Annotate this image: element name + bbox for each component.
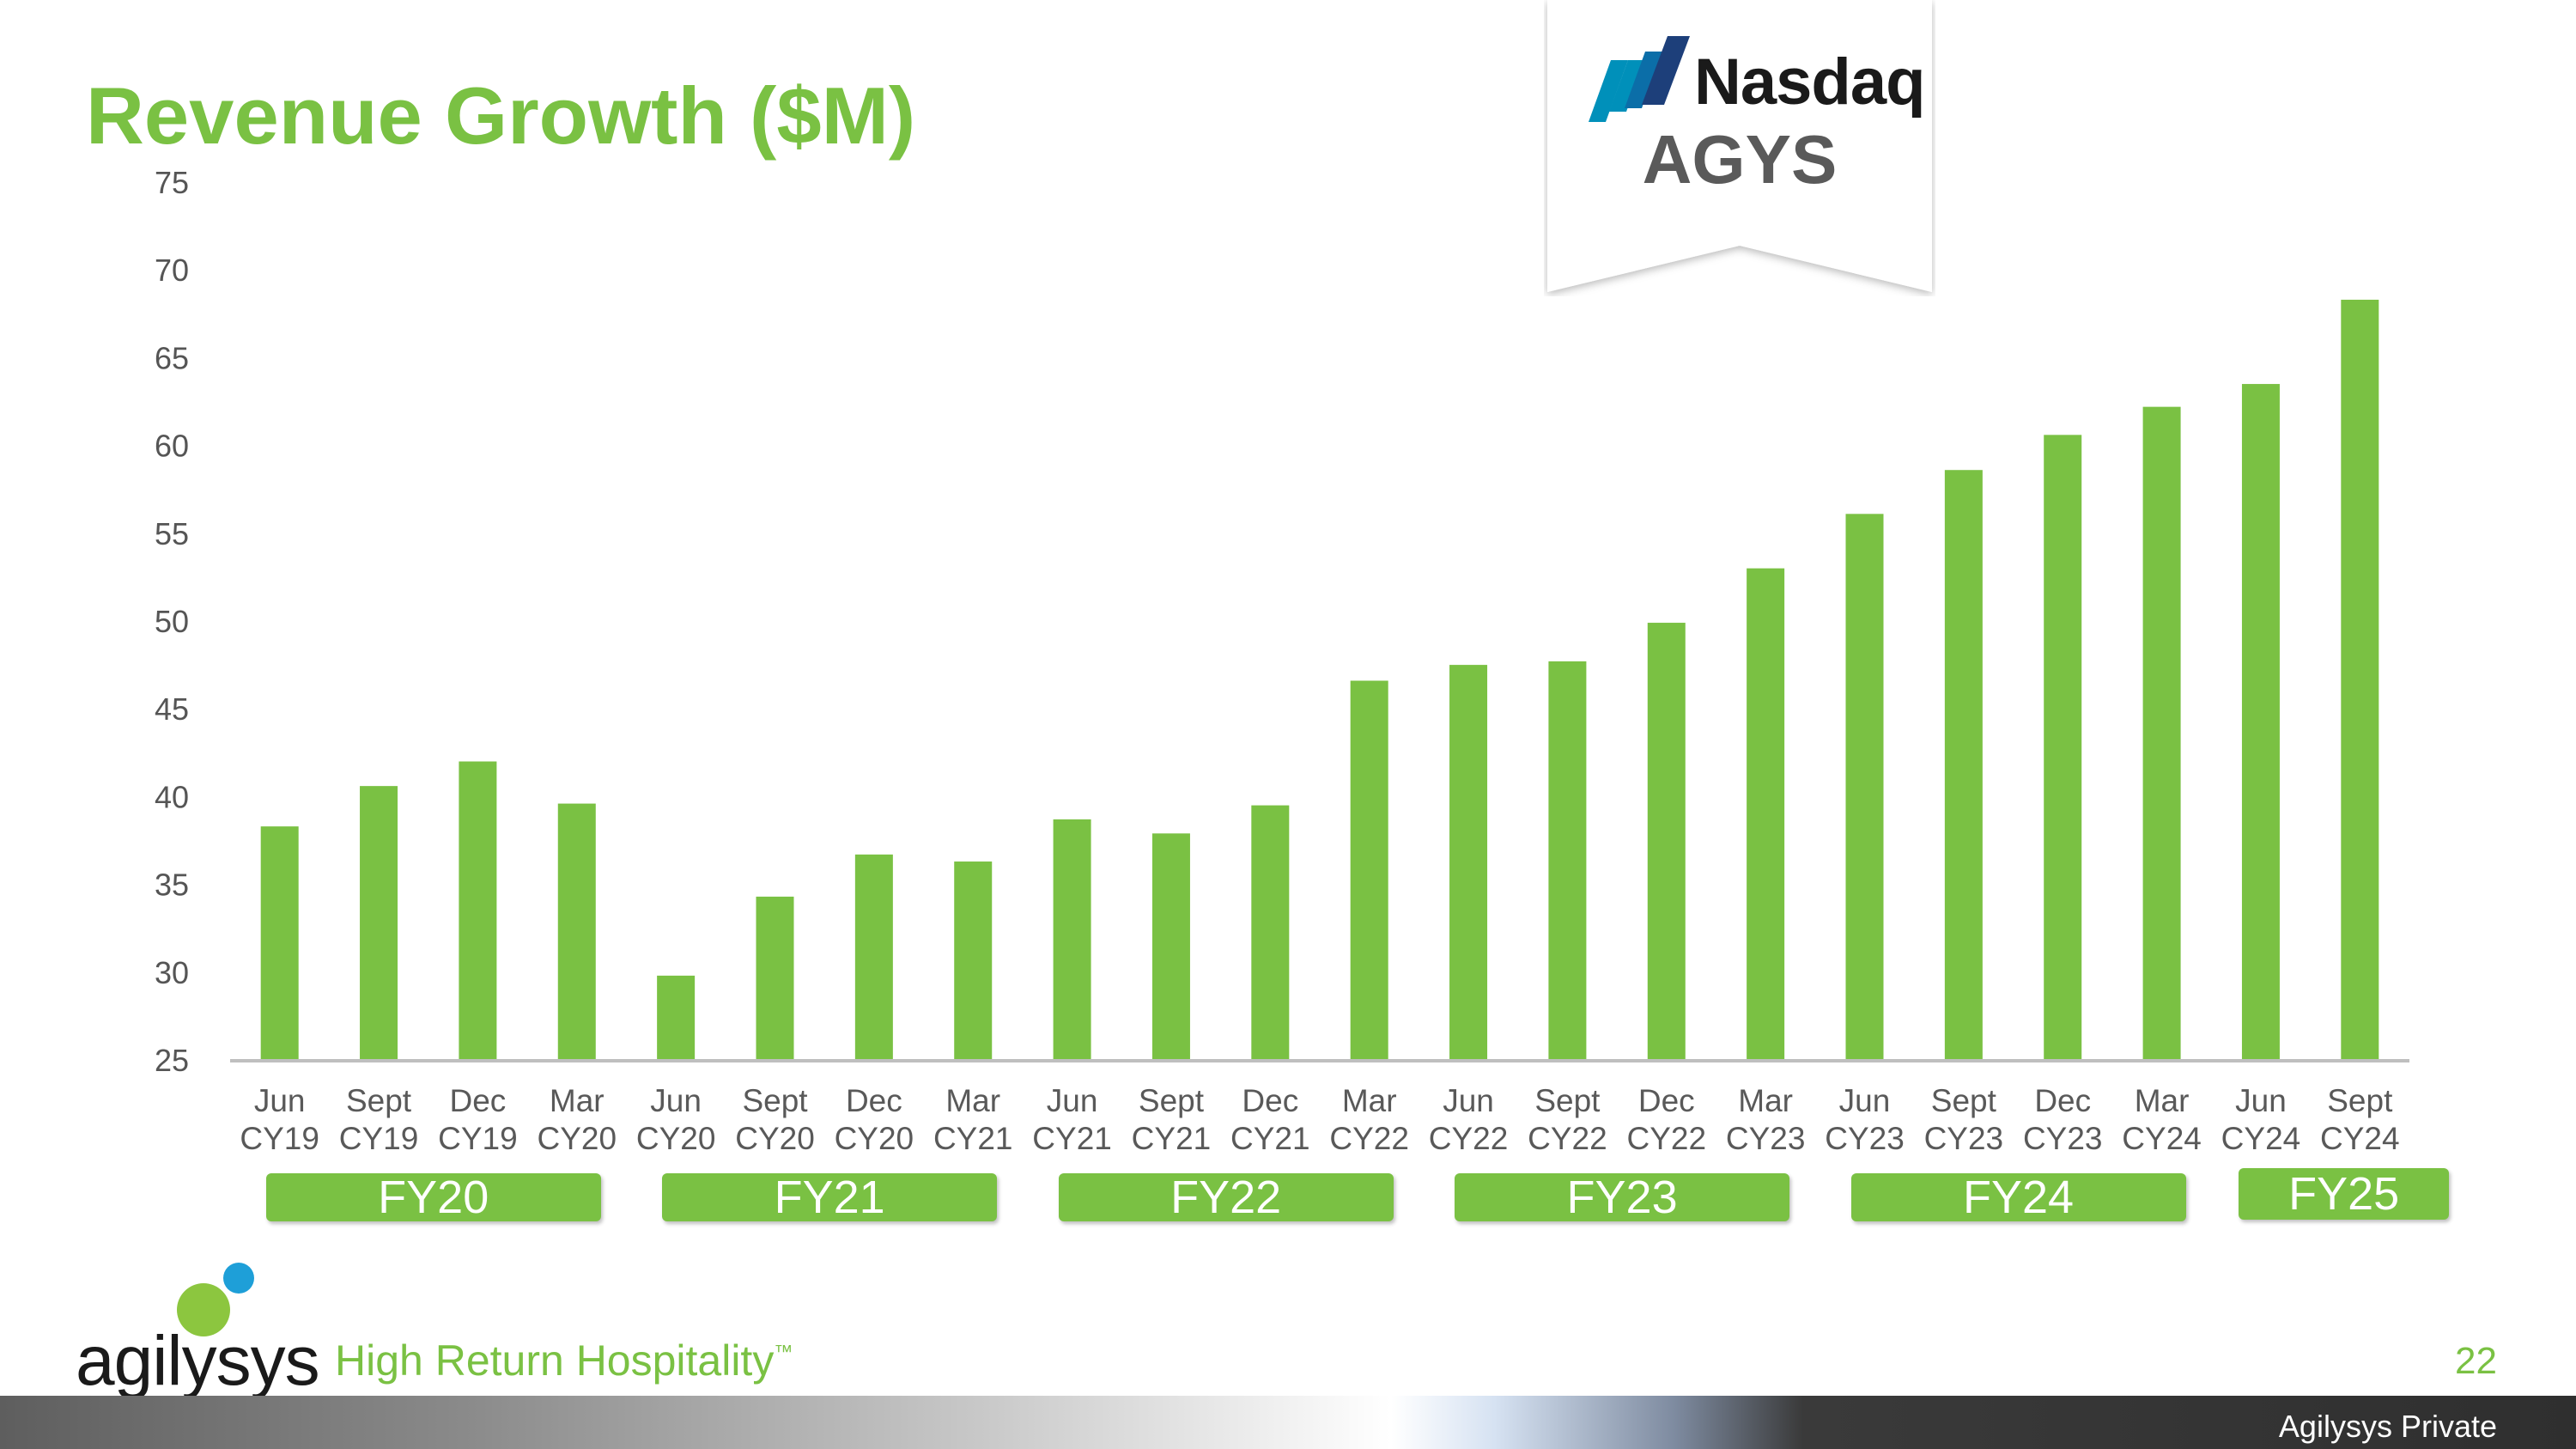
bar (1053, 819, 1091, 1060)
bar (1548, 661, 1587, 1060)
x-tick-label: Dec CY19 (438, 1083, 518, 1156)
agilysys-logo: agilysys (76, 1263, 320, 1400)
bar (954, 861, 993, 1060)
nasdaq-logo-icon (1589, 36, 1690, 122)
logo-blue-dot (223, 1263, 254, 1294)
bar (1251, 805, 1290, 1060)
bar (1944, 470, 1983, 1060)
bar (2142, 406, 2181, 1061)
logo-green-dot (177, 1283, 230, 1336)
slide-title: Revenue Growth ($M) (86, 70, 916, 161)
classification-label: Agilysys Private (2278, 1409, 2497, 1444)
bar (260, 826, 299, 1060)
x-tick-label: Sept CY24 (2320, 1083, 2400, 1156)
bar (1845, 514, 1884, 1060)
y-tick-label: 25 (155, 1043, 189, 1078)
footer-gradient-bar (0, 1396, 2576, 1449)
bar (557, 803, 596, 1060)
brand-tagline: High Return Hospitality™ (335, 1336, 793, 1385)
x-tick-label: Mar CY22 (1329, 1083, 1409, 1156)
y-tick-label: 35 (155, 868, 189, 903)
nasdaq-badge: Nasdaq AGYS (1544, 0, 1935, 296)
y-tick-label: 55 (155, 516, 189, 551)
nasdaq-wordmark: Nasdaq (1694, 46, 1926, 119)
x-tick-label: Mar CY20 (537, 1083, 617, 1156)
x-tick-label: Jun CY24 (2221, 1083, 2301, 1156)
y-tick-label: 45 (155, 691, 189, 727)
x-tick-label: Mar CY24 (2122, 1083, 2202, 1156)
x-tick-label: Sept CY20 (735, 1083, 815, 1156)
bar (2044, 435, 2082, 1060)
x-tick-label: Jun CY20 (636, 1083, 716, 1156)
x-tick-label: Mar CY21 (933, 1083, 1013, 1156)
x-tick-label: Sept CY23 (1924, 1083, 2004, 1156)
y-tick-label: 75 (155, 165, 189, 200)
bar (459, 761, 497, 1060)
x-tick-label: Jun CY22 (1429, 1083, 1509, 1156)
bar (1350, 680, 1388, 1060)
x-tick-label: Jun CY21 (1032, 1083, 1112, 1156)
bar (854, 854, 893, 1060)
bar (2241, 384, 2280, 1060)
x-tick-label: Dec CY22 (1626, 1083, 1706, 1156)
bar (756, 896, 794, 1060)
x-tick-label: Sept CY19 (339, 1083, 419, 1156)
bar (1647, 623, 1686, 1060)
y-tick-label: 65 (155, 340, 189, 375)
bar (1151, 833, 1190, 1060)
x-tick-label: Jun CY19 (240, 1083, 319, 1156)
bar (1747, 568, 1785, 1060)
x-tick-label: Dec CY21 (1230, 1083, 1310, 1156)
logo-wordmark: agilysys (76, 1322, 320, 1400)
bar (2341, 299, 2379, 1060)
ticker-symbol: AGYS (1642, 121, 1838, 198)
x-tick-label: Mar CY23 (1726, 1083, 1806, 1156)
x-tick-label: Sept CY22 (1528, 1083, 1607, 1156)
page-number: 22 (2455, 1340, 2497, 1382)
x-tick-label: Jun CY23 (1825, 1083, 1905, 1156)
y-tick-label: 70 (155, 253, 189, 288)
y-tick-label: 30 (155, 955, 189, 990)
y-tick-label: 40 (155, 779, 189, 814)
y-tick-label: 50 (155, 604, 189, 639)
x-tick-label: Dec CY23 (2023, 1083, 2103, 1156)
bar (657, 975, 696, 1060)
x-tick-label: Sept CY21 (1132, 1083, 1212, 1156)
bar (360, 786, 398, 1060)
bar (1449, 665, 1488, 1060)
y-tick-label: 60 (155, 429, 189, 464)
x-tick-label: Dec CY20 (835, 1083, 914, 1156)
